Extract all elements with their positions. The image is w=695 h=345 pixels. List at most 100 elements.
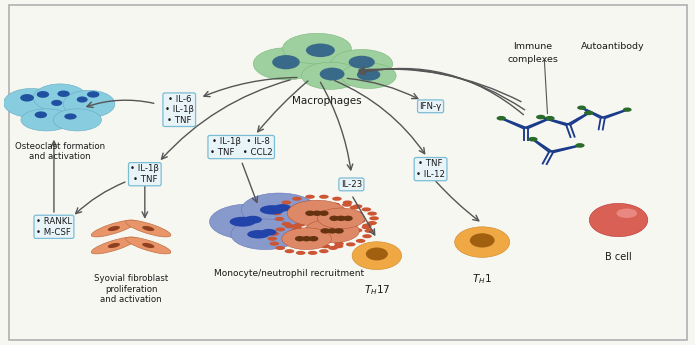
Ellipse shape <box>341 63 396 88</box>
Ellipse shape <box>343 222 352 226</box>
Ellipse shape <box>332 197 342 201</box>
Ellipse shape <box>275 246 285 250</box>
Ellipse shape <box>275 206 284 209</box>
Text: Autoantibody: Autoantibody <box>581 42 645 51</box>
Ellipse shape <box>320 68 345 80</box>
Ellipse shape <box>309 236 318 241</box>
Ellipse shape <box>35 111 47 118</box>
Ellipse shape <box>321 244 331 248</box>
Ellipse shape <box>241 193 317 227</box>
Circle shape <box>584 111 594 115</box>
Ellipse shape <box>353 228 362 232</box>
Ellipse shape <box>308 251 318 255</box>
Ellipse shape <box>91 237 136 254</box>
Circle shape <box>577 106 586 110</box>
Ellipse shape <box>327 228 337 234</box>
Ellipse shape <box>357 69 380 81</box>
Ellipse shape <box>320 204 329 208</box>
Ellipse shape <box>342 230 352 234</box>
Ellipse shape <box>328 227 338 231</box>
Ellipse shape <box>356 239 366 243</box>
Ellipse shape <box>320 228 329 232</box>
Ellipse shape <box>334 232 344 236</box>
Ellipse shape <box>292 197 302 201</box>
Ellipse shape <box>319 210 329 216</box>
Ellipse shape <box>342 203 352 207</box>
Ellipse shape <box>293 224 302 228</box>
Ellipse shape <box>3 88 59 117</box>
Ellipse shape <box>270 241 279 246</box>
Ellipse shape <box>299 239 309 243</box>
Ellipse shape <box>331 230 340 234</box>
Ellipse shape <box>281 200 291 205</box>
Ellipse shape <box>362 224 372 228</box>
Circle shape <box>536 115 546 119</box>
Ellipse shape <box>87 91 99 98</box>
Ellipse shape <box>320 228 330 234</box>
Ellipse shape <box>367 221 377 225</box>
Ellipse shape <box>290 229 300 233</box>
Ellipse shape <box>329 216 339 221</box>
Ellipse shape <box>334 228 344 234</box>
Ellipse shape <box>76 97 88 102</box>
Ellipse shape <box>303 216 313 220</box>
Ellipse shape <box>336 237 346 241</box>
Ellipse shape <box>54 109 101 131</box>
Text: IL-23: IL-23 <box>341 180 362 189</box>
Text: • RANKL
• M-CSF: • RANKL • M-CSF <box>36 217 72 237</box>
Ellipse shape <box>308 223 318 227</box>
Text: $T_H$17: $T_H$17 <box>363 284 390 297</box>
Ellipse shape <box>346 242 356 246</box>
Text: Macrophages: Macrophages <box>293 96 362 106</box>
Ellipse shape <box>589 204 648 237</box>
Text: complexes: complexes <box>507 56 558 65</box>
Ellipse shape <box>58 90 70 97</box>
Ellipse shape <box>253 48 319 80</box>
Ellipse shape <box>33 84 87 112</box>
Ellipse shape <box>318 208 365 229</box>
Ellipse shape <box>231 219 300 249</box>
Ellipse shape <box>281 222 291 226</box>
Ellipse shape <box>321 214 331 218</box>
Ellipse shape <box>334 244 343 248</box>
Circle shape <box>546 116 555 120</box>
Ellipse shape <box>311 225 320 229</box>
Ellipse shape <box>362 234 372 238</box>
Text: $T_H$1: $T_H$1 <box>473 273 492 286</box>
Ellipse shape <box>210 204 289 239</box>
Ellipse shape <box>284 224 294 228</box>
Ellipse shape <box>332 226 342 230</box>
Ellipse shape <box>305 211 315 216</box>
Ellipse shape <box>305 228 315 232</box>
Circle shape <box>528 137 537 141</box>
Text: • IL-6
• IL-1β
• TNF: • IL-6 • IL-1β • TNF <box>165 95 194 125</box>
Ellipse shape <box>353 204 362 208</box>
Ellipse shape <box>455 227 509 257</box>
Ellipse shape <box>108 226 120 231</box>
Ellipse shape <box>350 206 359 209</box>
Ellipse shape <box>356 219 366 223</box>
Ellipse shape <box>352 211 361 215</box>
Circle shape <box>496 116 506 120</box>
Ellipse shape <box>283 33 352 64</box>
Ellipse shape <box>312 210 322 216</box>
Ellipse shape <box>331 203 340 207</box>
Ellipse shape <box>63 90 115 118</box>
Ellipse shape <box>299 219 309 223</box>
Ellipse shape <box>229 217 256 227</box>
Text: • IL-1β
• TNF: • IL-1β • TNF <box>131 165 159 184</box>
Ellipse shape <box>305 221 315 225</box>
Ellipse shape <box>21 109 72 131</box>
Ellipse shape <box>126 237 171 254</box>
Ellipse shape <box>361 207 371 211</box>
Text: B cell: B cell <box>605 252 632 262</box>
Ellipse shape <box>305 195 315 199</box>
Text: Immune: Immune <box>513 42 552 51</box>
Ellipse shape <box>311 207 320 211</box>
Ellipse shape <box>293 234 302 238</box>
Ellipse shape <box>284 249 294 253</box>
Ellipse shape <box>334 241 344 246</box>
Ellipse shape <box>305 219 359 243</box>
Text: • TNF
• IL-12: • TNF • IL-12 <box>416 159 445 179</box>
Ellipse shape <box>268 237 277 241</box>
